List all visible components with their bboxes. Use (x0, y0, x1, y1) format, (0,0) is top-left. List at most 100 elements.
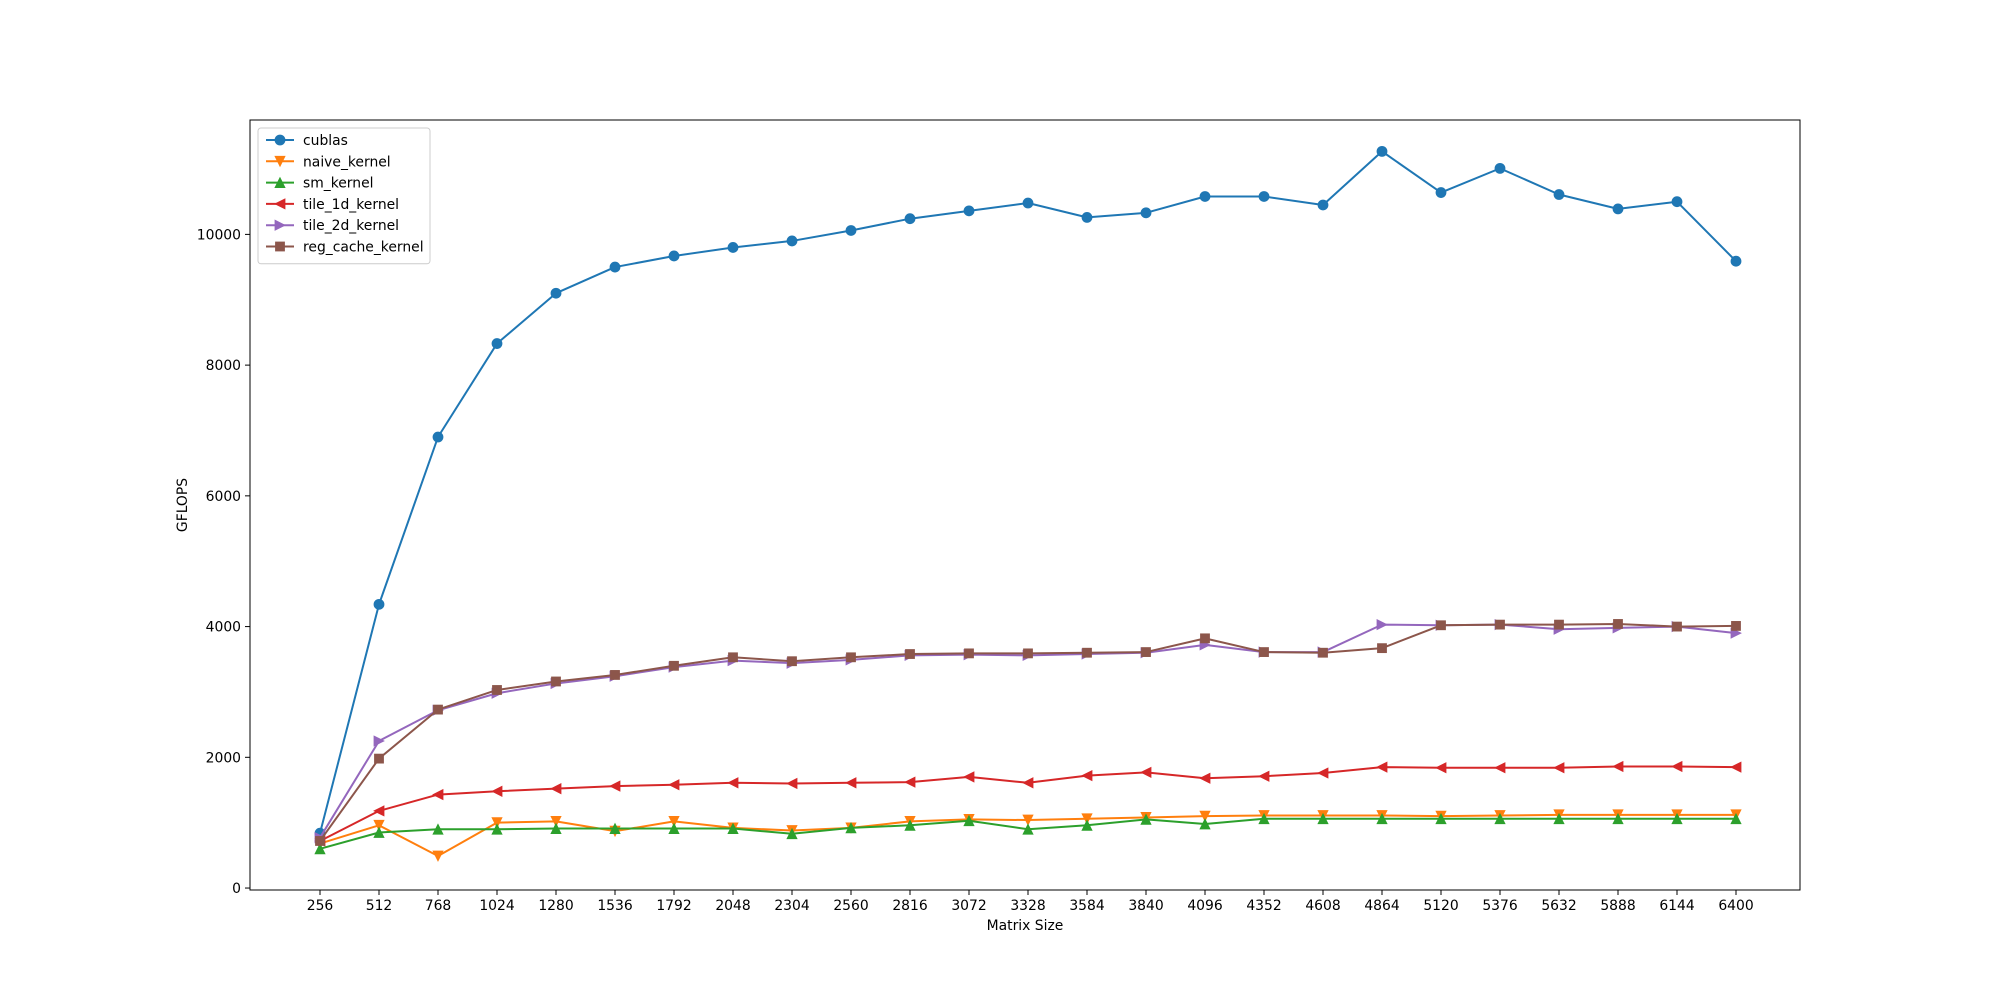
x-tick-label-1280: 1280 (538, 898, 573, 914)
x-tick-label-2304: 2304 (774, 898, 810, 914)
legend-entry-reg_cache_kernel: reg_cache_kernel (266, 240, 424, 256)
y-tick-label-6000: 6000 (206, 489, 241, 505)
point-sm_kernel-2304 (786, 827, 798, 840)
legend-label-reg_cache_kernel: reg_cache_kernel (303, 240, 424, 256)
legend-marker-tile_1d_kernel (274, 198, 286, 210)
legend-entry-tile_1d_kernel: tile_1d_kernel (266, 197, 399, 213)
point-reg_cache_kernel-5888 (1613, 619, 1623, 629)
x-tick-label-2816: 2816 (892, 898, 927, 914)
point-reg_cache_kernel-2560 (846, 652, 856, 663)
point-naive_kernel-3584 (1081, 813, 1093, 825)
point-reg_cache_kernel-4352 (1259, 647, 1269, 657)
point-sm_kernel-4864 (1376, 812, 1388, 825)
point-cublas-3584 (1081, 211, 1093, 223)
x-axis-label: Matrix Size (987, 918, 1064, 934)
point-reg_cache_kernel-4864 (1377, 643, 1387, 654)
point-sm_kernel-3840 (1140, 813, 1152, 825)
legend: cublas naive_kernel sm_kernel tile_1d_kerne… (257, 127, 431, 265)
point-sm_kernel-2816 (904, 819, 916, 831)
legend-label-cublas: cublas (303, 133, 348, 149)
point-naive_kernel-768 (432, 850, 444, 862)
point-sm_kernel-5888 (1612, 812, 1624, 825)
point-tile_1d_kernel-5888 (1612, 760, 1624, 773)
point-tile_1d_kernel-4608 (1317, 767, 1329, 779)
point-sm_kernel-5632 (1553, 812, 1565, 825)
point-tile_1d_kernel-5376 (1494, 762, 1506, 774)
legend-marker-reg_cache_kernel (275, 241, 285, 252)
x-tick-label-6400: 6400 (1718, 898, 1753, 914)
point-reg_cache_kernel-2048 (728, 652, 738, 663)
y-axis: 0 2000 4000 6000 8000 10000 (197, 227, 250, 897)
point-cublas-1536 (609, 261, 621, 273)
point-tile_1d_kernel-1280 (550, 783, 562, 795)
x-axis: 256 512 768 1024 1280 1536 1792 2048 2304 2560 281… (307, 890, 1754, 914)
point-reg_cache_kernel-3072 (964, 648, 974, 659)
point-tile_1d_kernel-3072 (963, 771, 975, 783)
legend-label-tile_1d_kernel: tile_1d_kernel (303, 197, 399, 213)
legend-label-sm_kernel: sm_kernel (303, 176, 373, 192)
series-tile_1d_kernel (314, 760, 1742, 847)
y-axis-label: GFLOPS (175, 478, 191, 532)
point-sm_kernel-6400 (1730, 812, 1742, 825)
x-tick-label-3584: 3584 (1069, 898, 1105, 914)
point-tile_2d_kernel-4864 (1376, 618, 1388, 631)
x-tick-label-5888: 5888 (1600, 898, 1635, 914)
legend-box (257, 127, 431, 265)
point-reg_cache_kernel-256 (315, 836, 325, 846)
point-tile_1d_kernel-4864 (1376, 761, 1388, 773)
point-cublas-1792 (668, 250, 680, 262)
point-sm_kernel-1792 (668, 822, 680, 834)
x-tick-label-2560: 2560 (833, 898, 868, 914)
point-cublas-1280 (550, 287, 562, 299)
point-reg_cache_kernel-768 (433, 704, 443, 715)
point-sm_kernel-3328 (1022, 823, 1034, 835)
point-cublas-4352 (1258, 191, 1270, 202)
x-tick-label-4096: 4096 (1187, 898, 1222, 914)
point-sm_kernel-4096 (1199, 818, 1211, 830)
point-reg_cache_kernel-1280 (551, 676, 561, 687)
x-tick-label-5376: 5376 (1482, 898, 1517, 914)
point-reg_cache_kernel-3328 (1023, 648, 1033, 659)
point-sm_kernel-5376 (1494, 812, 1506, 825)
point-cublas-2816 (904, 213, 916, 225)
point-reg_cache_kernel-5376 (1495, 619, 1505, 630)
series-layer (314, 145, 1742, 862)
point-cublas-1024 (491, 338, 503, 349)
x-tick-label-5120: 5120 (1423, 898, 1458, 914)
point-cublas-5888 (1612, 203, 1624, 215)
point-tile_1d_kernel-4352 (1258, 770, 1270, 782)
point-reg_cache_kernel-6144 (1672, 621, 1682, 632)
legend-label-tile_2d_kernel: tile_2d_kernel (303, 218, 399, 234)
y-tick-label-0: 0 (232, 881, 241, 897)
legend-entry-naive_kernel: naive_kernel (266, 154, 391, 170)
x-tick-label-1024: 1024 (479, 898, 515, 914)
legend-marker-tile_2d_kernel (274, 219, 286, 231)
point-tile_1d_kernel-1024 (491, 785, 503, 797)
legend-entry-cublas: cublas (266, 133, 348, 149)
point-cublas-4096 (1199, 191, 1211, 202)
point-sm_kernel-1280 (550, 822, 562, 834)
point-tile_1d_kernel-1792 (668, 779, 680, 791)
x-tick-label-6144: 6144 (1659, 898, 1695, 914)
legend-marker-naive_kernel (274, 155, 286, 168)
point-cublas-5632 (1553, 189, 1565, 200)
point-sm_kernel-2048 (727, 822, 739, 834)
point-cublas-3072 (963, 205, 975, 217)
point-sm_kernel-3072 (963, 814, 975, 827)
point-naive_kernel-1792 (668, 815, 680, 828)
point-tile_1d_kernel-5120 (1435, 762, 1447, 774)
point-reg_cache_kernel-2816 (905, 649, 915, 659)
point-cublas-4864 (1376, 145, 1388, 157)
legend-marker-sm_kernel (274, 176, 286, 189)
y-tick-label-10000: 10000 (197, 227, 241, 243)
point-sm_kernel-6144 (1671, 812, 1683, 825)
x-tick-label-4352: 4352 (1246, 898, 1281, 914)
point-reg_cache_kernel-1792 (669, 660, 679, 671)
point-cublas-2048 (727, 242, 739, 253)
point-naive_kernel-1024 (491, 817, 503, 829)
point-reg_cache_kernel-1536 (610, 670, 620, 680)
point-cublas-6400 (1730, 255, 1742, 267)
point-sm_kernel-768 (432, 823, 444, 835)
x-tick-label-2048: 2048 (715, 898, 750, 914)
x-tick-label-256: 256 (307, 898, 334, 914)
